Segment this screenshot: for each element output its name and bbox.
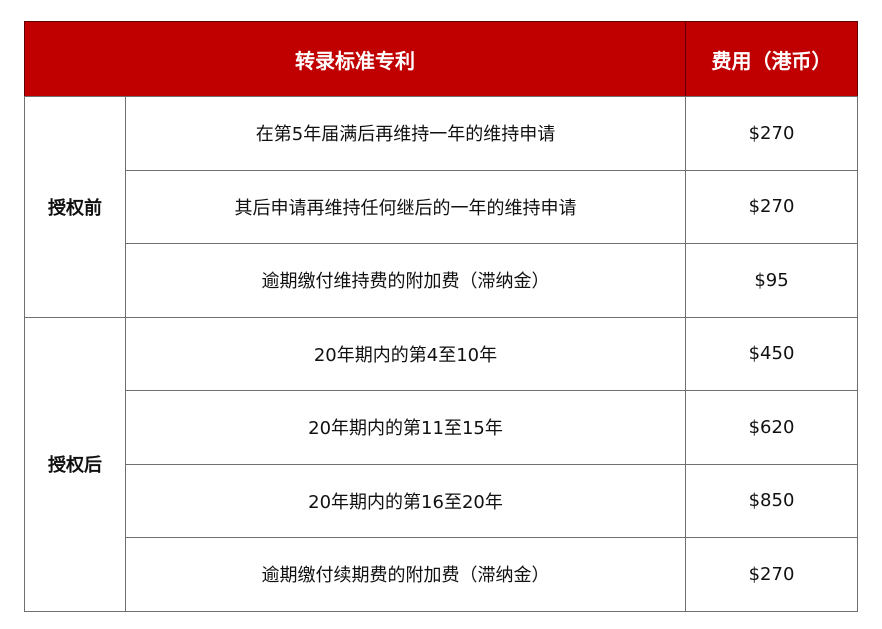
fee-cell: $95 bbox=[685, 243, 858, 318]
item-cell: 20年期内的第16至20年 bbox=[125, 463, 686, 538]
item-cell: 20年期内的第11至15年 bbox=[125, 390, 686, 465]
header-fee: 费用（港币） bbox=[685, 21, 858, 97]
fee-cell: $450 bbox=[685, 316, 858, 391]
header-title: 转录标准专利 bbox=[24, 21, 686, 97]
fee-cell: $620 bbox=[685, 390, 858, 465]
fee-cell: $270 bbox=[685, 537, 858, 612]
fee-cell: $270 bbox=[685, 96, 858, 171]
table-row: 其后申请再维持任何继后的一年的维持申请 $270 bbox=[25, 169, 858, 244]
item-cell: 20年期内的第4至10年 bbox=[125, 316, 686, 391]
table-row: 20年期内的第16至20年 $850 bbox=[25, 463, 858, 538]
group-label: 授权后 bbox=[24, 316, 126, 612]
table-row: 20年期内的第11至15年 $620 bbox=[25, 390, 858, 465]
item-cell: 其后申请再维持任何继后的一年的维持申请 bbox=[125, 169, 686, 244]
table-row: 逾期缴付维持费的附加费（滞纳金） $95 bbox=[25, 243, 858, 318]
item-cell: 在第5年届满后再维持一年的维持申请 bbox=[125, 96, 686, 171]
table-row: 授权后 20年期内的第4至10年 $450 bbox=[24, 316, 858, 612]
item-cell: 逾期缴付维持费的附加费（滞纳金） bbox=[125, 243, 686, 318]
header-row: 转录标准专利 费用（港币） bbox=[24, 21, 858, 97]
item-cell: 逾期缴付续期费的附加费（滞纳金） bbox=[125, 537, 686, 612]
table-row: 授权前 在第5年届满后再维持一年的维持申请 $270 bbox=[24, 96, 858, 318]
fee-cell: $850 bbox=[685, 463, 858, 538]
fee-table: 转录标准专利 费用（港币） 授权前 在第5年届满后再维持一年的维持申请 $270… bbox=[24, 21, 858, 612]
group-label: 授权前 bbox=[24, 96, 126, 318]
fee-cell: $270 bbox=[685, 169, 858, 244]
table-row: 逾期缴付续期费的附加费（滞纳金） $270 bbox=[25, 537, 858, 612]
